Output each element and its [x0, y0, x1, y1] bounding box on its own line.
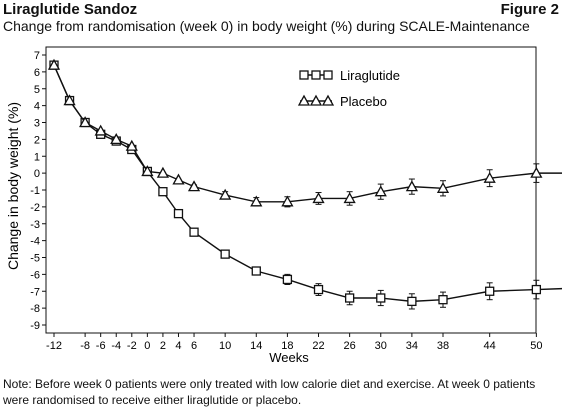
y-axis-label: Change in body weight (%) [5, 102, 21, 270]
header: Liraglutide Sandoz Figure 2 [3, 1, 559, 19]
liraglutide-point [531, 284, 542, 295]
y-tick-label: -4 [30, 236, 40, 248]
placebo-point [79, 116, 92, 128]
y-tick-label: -7 [30, 286, 40, 298]
liraglutide-point [438, 295, 448, 305]
x-tick-label: 26 [344, 340, 356, 352]
series-layer [47, 58, 562, 310]
legend-label: Liraglutide [340, 68, 400, 83]
x-tick-label: 44 [484, 340, 496, 352]
series-placebo [47, 58, 562, 208]
liraglutide-point [485, 286, 495, 296]
brand-label: Liraglutide Sandoz [3, 1, 138, 18]
y-tick-label: 2 [34, 134, 40, 146]
x-tick-label: -8 [80, 340, 90, 352]
legend-item-liraglutide: Liraglutide [299, 68, 400, 83]
legend-marker [321, 94, 335, 106]
x-tick-label: 34 [406, 340, 418, 352]
liraglutide-point [282, 274, 293, 285]
plot-frame [45, 46, 537, 334]
placebo-point [250, 195, 263, 207]
liraglutide-point [173, 208, 184, 219]
x-axis-label: Weeks [269, 350, 309, 365]
x-tick-label: 38 [437, 340, 449, 352]
x-tick-label: 30 [375, 340, 387, 352]
x-tick-label: -4 [111, 340, 121, 352]
legend-marker [309, 94, 323, 106]
liraglutide-point [376, 293, 386, 303]
x-tick-label: -12 [46, 340, 62, 352]
x-tick-label: 22 [312, 340, 324, 352]
y-tick-label: -8 [30, 303, 40, 315]
legend: Liraglutide Placebo [297, 68, 400, 109]
placebo-point [125, 139, 138, 151]
x-tick-label: 18 [281, 340, 293, 352]
liraglutide-point [220, 249, 230, 259]
y-tick-label: -6 [30, 269, 40, 281]
y-tick-label: 0 [34, 168, 40, 180]
x-tick-label: 50 [530, 340, 542, 352]
placebo-point [219, 188, 232, 200]
liraglutide-point [251, 266, 261, 276]
placebo-point [343, 192, 356, 204]
y-tick-label: 3 [34, 118, 40, 130]
x-tick-label: 4 [175, 340, 181, 352]
y-tick-label: -2 [30, 202, 40, 214]
placebo-point [530, 166, 543, 178]
legend-marker [311, 70, 321, 80]
placebo-point [94, 124, 107, 136]
legend-item-placebo: Placebo [297, 94, 387, 109]
liraglutide-point [344, 293, 355, 303]
y-tick-label: 5 [34, 84, 40, 96]
y-tick-label: -1 [30, 185, 40, 197]
placebo-point [405, 180, 418, 192]
y-tick-label: -9 [30, 320, 40, 332]
legend-label: Placebo [340, 94, 387, 109]
placebo-point [281, 195, 294, 207]
legend-marker [299, 70, 309, 80]
legend-marker [323, 70, 333, 80]
liraglutide-point [407, 296, 417, 307]
placebo-point [312, 192, 325, 204]
placebo-point [63, 94, 76, 106]
placebo-point [47, 58, 61, 70]
legend-marker [297, 94, 311, 106]
liraglutide-point [313, 284, 324, 295]
axes [45, 46, 537, 334]
placebo-point [374, 185, 387, 197]
placebo-point [187, 180, 201, 192]
placebo-point [172, 173, 185, 185]
liraglutide-point [189, 227, 199, 237]
y-tick-label: -3 [30, 219, 40, 231]
y-tick-label: 7 [34, 50, 40, 62]
placebo-point [483, 171, 496, 183]
figure-label: Figure 2 [500, 1, 559, 18]
x-tick-label: 2 [160, 340, 166, 352]
y-tick-label: -5 [30, 253, 40, 265]
footnote: Note: Before week 0 patients were only t… [3, 377, 536, 407]
placebo-point [141, 165, 154, 177]
x-tick-label: -2 [127, 340, 137, 352]
y-tick-label: 6 [34, 67, 40, 79]
y-tick-label: 4 [34, 101, 40, 113]
x-tick-label: 10 [219, 340, 231, 352]
x-tick-label: 6 [191, 340, 197, 352]
liraglutide-point [158, 187, 168, 197]
placebo-point [436, 181, 450, 193]
x-tick-label: 0 [144, 340, 150, 352]
placebo-point [156, 166, 170, 178]
placebo-point [110, 133, 123, 145]
chart-title: Change from randomisation (week 0) in bo… [3, 18, 530, 34]
x-tick-label: -6 [96, 340, 106, 352]
x-tick-label: 14 [250, 340, 262, 352]
y-tick-label: 1 [34, 151, 40, 163]
